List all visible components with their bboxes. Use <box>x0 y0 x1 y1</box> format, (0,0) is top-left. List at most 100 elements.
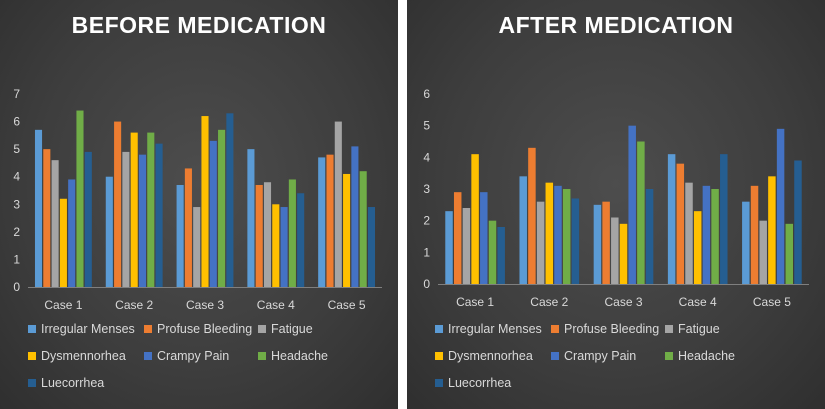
legend-swatch <box>144 325 152 333</box>
bar <box>155 143 163 287</box>
legend-item: Luecorrhea <box>435 376 511 390</box>
bar <box>776 128 785 284</box>
bar <box>593 204 602 284</box>
bar <box>497 227 505 284</box>
before-medication-chart: 0 1 2 3 4 5 6 7 Case 1 Case 2 Case 3 Case 4 Case 5 <box>13 87 382 312</box>
bar <box>528 147 536 284</box>
bar <box>536 201 545 284</box>
y-tick-label: 2 <box>13 225 20 239</box>
legend-swatch <box>258 352 266 360</box>
bar <box>343 173 351 287</box>
legend-label: Fatigue <box>678 322 720 336</box>
bar <box>602 201 610 284</box>
bar <box>226 113 234 287</box>
x-tick-label: Case 3 <box>186 298 224 312</box>
legend-item: Fatigue <box>258 322 313 336</box>
bar <box>742 201 750 284</box>
bar <box>255 184 263 287</box>
legend-swatch <box>28 352 36 360</box>
legend-item: Profuse Bleeding <box>551 322 659 336</box>
legend-item: Profuse Bleeding <box>144 322 252 336</box>
bar <box>480 192 488 284</box>
bar <box>545 182 554 284</box>
y-tick-label: 1 <box>423 245 430 259</box>
legend-swatch <box>665 325 673 333</box>
bar <box>201 116 209 287</box>
bar <box>711 189 719 284</box>
legend-item: Luecorrhea <box>28 376 104 390</box>
legend-swatch <box>665 352 673 360</box>
bar <box>114 121 122 287</box>
y-tick-label: 3 <box>423 182 430 196</box>
bar <box>130 132 138 287</box>
legend-swatch <box>435 325 443 333</box>
legend-label: Irregular Menses <box>41 322 135 336</box>
bar <box>218 129 226 287</box>
y-tick-label: 0 <box>423 277 430 291</box>
x-tick-label: Case 1 <box>44 298 82 312</box>
legend-label: Crampy Pain <box>564 349 637 363</box>
before-medication-panel: BEFORE MEDICATION 0 1 2 3 4 5 6 7 Case 1 Case 2 Ca… <box>0 0 398 409</box>
bar <box>628 125 636 284</box>
chart-title: AFTER MEDICATION <box>498 12 734 38</box>
legend-label: Headache <box>271 349 328 363</box>
x-tick-label: Case 5 <box>328 298 366 312</box>
bar <box>359 171 367 287</box>
x-tick-label: Case 2 <box>115 298 153 312</box>
bar <box>193 207 201 287</box>
legend-swatch <box>551 352 559 360</box>
y-tick-label: 5 <box>423 119 430 133</box>
y-tick-label: 6 <box>13 115 20 129</box>
bar <box>676 163 685 284</box>
bar <box>519 176 527 284</box>
bar <box>297 193 305 287</box>
y-tick-label: 4 <box>423 150 430 164</box>
bar <box>76 110 84 287</box>
legend-swatch <box>435 352 443 360</box>
bar <box>453 192 462 284</box>
y-tick-label: 3 <box>13 197 20 211</box>
bar <box>351 146 359 287</box>
bar <box>667 154 676 284</box>
after-medication-chart: 0 1 2 3 4 5 6 Case 1 Case 2 Case 3 Case 4 Case 5 <box>423 87 809 309</box>
legend-swatch <box>144 352 152 360</box>
bar <box>702 185 711 284</box>
legend-item: Crampy Pain <box>551 349 636 363</box>
legend-item: Dysmennorhea <box>435 349 533 363</box>
bar <box>759 220 767 284</box>
legend-label: Irregular Menses <box>448 322 542 336</box>
bar <box>184 168 192 287</box>
bar <box>122 151 130 287</box>
chart-title: BEFORE MEDICATION <box>71 12 327 38</box>
bar <box>562 189 571 284</box>
bar <box>147 132 155 287</box>
legend-label: Headache <box>678 349 735 363</box>
legend-label: Luecorrhea <box>448 376 512 390</box>
bar <box>554 185 562 284</box>
bar <box>571 198 580 284</box>
legend-swatch <box>258 325 266 333</box>
x-tick-label: Case 4 <box>679 295 717 309</box>
legend-label: Profuse Bleeding <box>157 322 253 336</box>
legend-item: Irregular Menses <box>435 322 542 336</box>
legend-swatch <box>28 325 36 333</box>
legend-label: Luecorrhea <box>41 376 105 390</box>
bar <box>768 176 776 284</box>
bar <box>272 204 280 287</box>
y-tick-label: 7 <box>13 87 20 101</box>
bar <box>51 160 59 287</box>
legend-swatch <box>28 379 36 387</box>
bar <box>326 154 334 287</box>
y-tick-label: 0 <box>13 280 20 294</box>
bar <box>176 184 184 287</box>
bar <box>263 182 272 287</box>
x-tick-label: Case 4 <box>257 298 295 312</box>
bar <box>334 121 342 287</box>
legend-item: Fatigue <box>665 322 720 336</box>
bar <box>34 129 43 287</box>
legend-label: Dysmennorhea <box>448 349 533 363</box>
y-tick-label: 4 <box>13 170 20 184</box>
bar <box>247 149 255 287</box>
x-tick-label: Case 2 <box>530 295 568 309</box>
legend-item: Headache <box>665 349 735 363</box>
